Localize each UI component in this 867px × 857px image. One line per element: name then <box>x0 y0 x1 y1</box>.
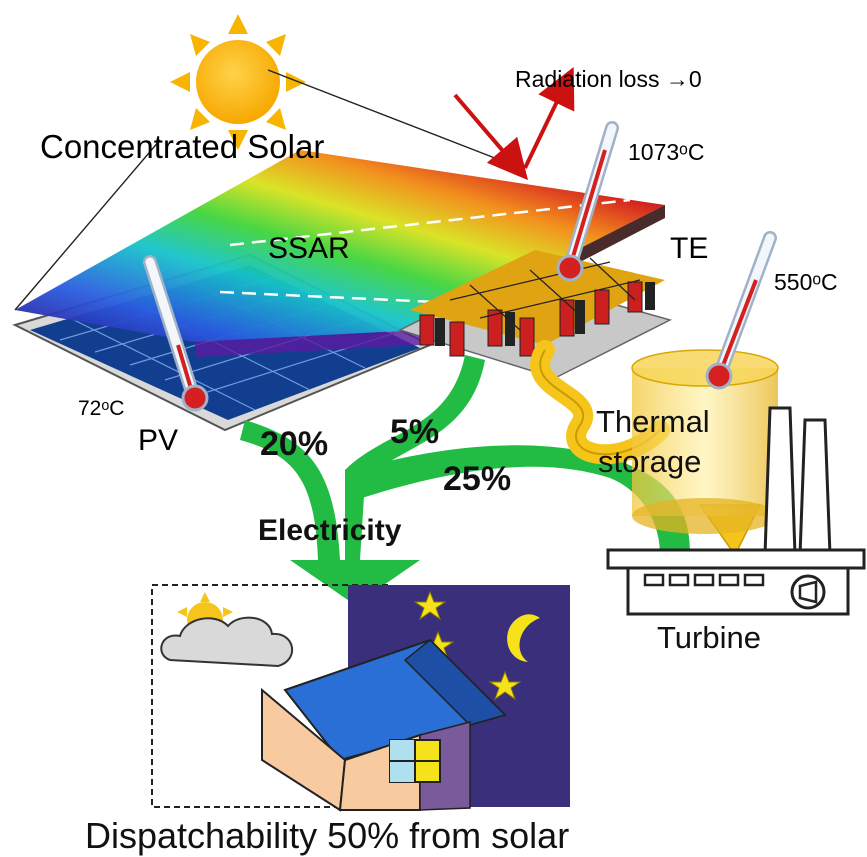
temp-72-label: 72ᵒC <box>78 397 124 420</box>
household-scene <box>151 584 570 812</box>
boundary-line-upper <box>229 198 631 247</box>
electricity-flow <box>240 355 690 605</box>
thermometer-icon <box>705 231 777 390</box>
thermal-storage-tank <box>631 349 779 534</box>
thermal-label: Thermal <box>596 404 710 439</box>
percent-pv-label: 20% <box>260 425 328 463</box>
ssar-absorber <box>15 150 665 342</box>
te-label: TE <box>670 232 708 265</box>
te-module <box>397 250 673 379</box>
dispatchability-label: Dispatchability 50% from solar <box>85 815 569 856</box>
radiation-loss-label: Radiation loss →0 <box>515 66 702 92</box>
ssar-label: SSAR <box>268 232 350 265</box>
temp-1073-label: 1073ᵒC <box>628 139 704 165</box>
percent-turbine-label: 25% <box>443 460 511 498</box>
thermometer-icon <box>143 255 209 412</box>
concentrated-solar-label: Concentrated Solar <box>40 128 324 165</box>
sun-icon <box>170 14 306 150</box>
electricity-label: Electricity <box>258 514 402 547</box>
moon-icon <box>507 614 540 662</box>
pv-label: PV <box>138 424 178 457</box>
radiation-loss-arrow <box>523 66 575 169</box>
cloud-icon <box>160 616 294 668</box>
turbine-label: Turbine <box>657 620 761 655</box>
incoming-radiation-arrow <box>453 93 529 181</box>
temp-550-label: 550ᵒC <box>774 269 838 295</box>
percent-te-label: 5% <box>390 413 439 451</box>
thermometer-icon <box>556 121 619 282</box>
turbine-plant <box>606 406 866 616</box>
house <box>261 638 507 812</box>
storage-label: storage <box>598 444 701 479</box>
